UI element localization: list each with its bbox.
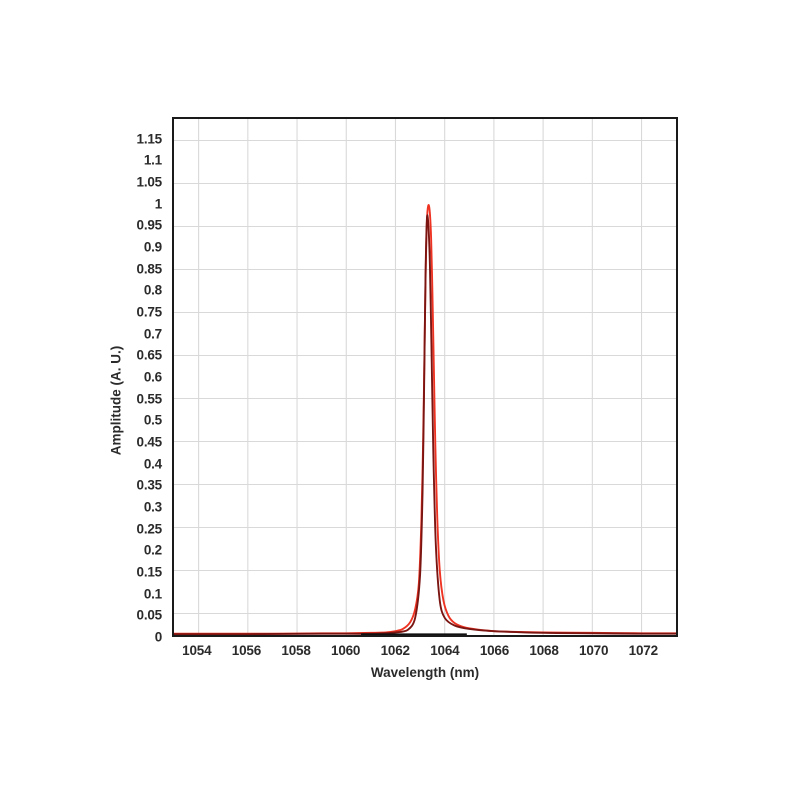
x-axis-title: Wavelength (nm) <box>370 665 480 680</box>
y-tick-label: 0.2 <box>143 542 162 558</box>
x-tick-label: 1066 <box>479 643 510 658</box>
y-tick-label: 0.6 <box>143 369 162 385</box>
x-tick-label: 1072 <box>628 643 658 658</box>
y-tick-label: 0.25 <box>136 521 163 537</box>
y-tick-label: 0 <box>154 629 163 645</box>
gridlines <box>174 119 676 635</box>
x-tick-label: 1060 <box>331 643 361 658</box>
y-tick-label: 0.7 <box>143 326 162 342</box>
y-tick-label: 0.1 <box>143 586 162 602</box>
x-axis-tick-labels: 1054 1056 1058 1060 1062 1064 1066 1068 1070 1072 <box>172 643 678 665</box>
x-tick-label: 1056 <box>231 643 262 658</box>
x-tick-label: 1054 <box>182 643 212 658</box>
plot-area <box>172 117 678 637</box>
y-tick-label: 0.5 <box>143 412 162 428</box>
x-tick-label: 1068 <box>529 643 559 658</box>
y-tick-label: 0.3 <box>143 499 162 515</box>
y-tick-label: 1 <box>154 196 163 212</box>
y-tick-label: 1.1 <box>143 152 162 168</box>
y-axis-tick-labels: 0 0.05 0.1 0.15 0.2 0.25 0.3 0.35 0.4 0.45 0.5 0.55… <box>0 117 168 644</box>
y-tick-label: 0.9 <box>143 239 162 255</box>
y-axis-title: Amplitude (A. U.) <box>104 300 128 500</box>
y-tick-label: 0.8 <box>143 282 162 298</box>
y-tick-label: 0.15 <box>136 564 163 580</box>
x-tick-label: 1062 <box>380 643 410 658</box>
data-series-layer <box>174 204 676 635</box>
y-tick-label: 0.45 <box>136 434 163 450</box>
y-tick-label: 0.85 <box>136 261 163 277</box>
y-tick-label: 0.35 <box>136 477 163 493</box>
y-tick-label: 1.05 <box>136 174 163 190</box>
y-tick-label: 0.4 <box>143 456 162 472</box>
y-tick-label: 0.95 <box>136 217 163 233</box>
y-tick-label: 0.05 <box>136 607 163 623</box>
y-tick-label: 0.55 <box>136 391 163 407</box>
x-tick-label: 1070 <box>579 643 609 658</box>
y-tick-label: 1.15 <box>136 131 163 147</box>
x-tick-label: 1064 <box>430 643 460 658</box>
x-tick-label: 1058 <box>281 643 311 658</box>
y-tick-label: 0.65 <box>136 347 163 363</box>
y-tick-label: 0.75 <box>136 304 163 320</box>
y-axis-title-text: Amplitude (A. U.) <box>108 345 124 455</box>
